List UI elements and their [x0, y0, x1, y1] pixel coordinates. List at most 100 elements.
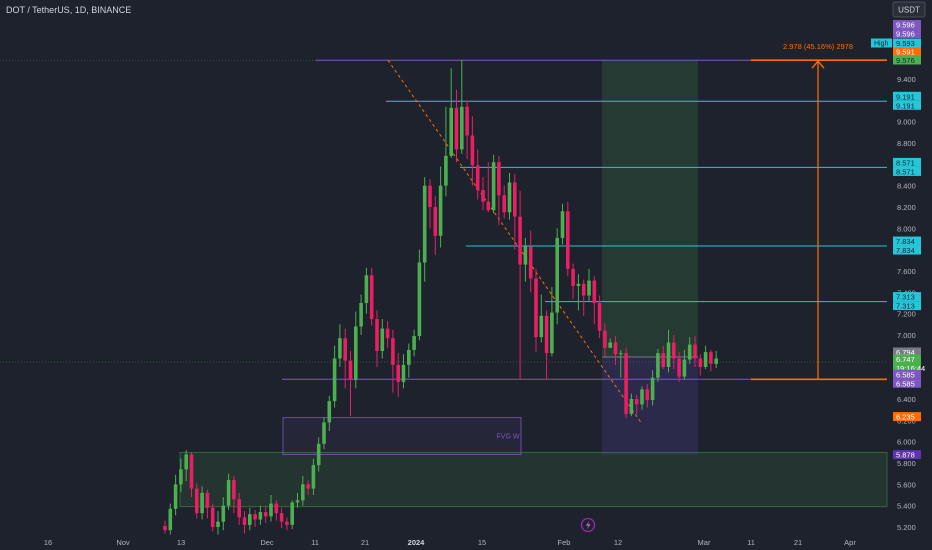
candle-body [173, 484, 178, 509]
candle-body [311, 465, 316, 489]
candle [184, 450, 188, 482]
candle [449, 68, 453, 158]
level-label-text: 7.834 [896, 237, 915, 246]
candle-body [263, 512, 268, 517]
candle [608, 338, 612, 348]
level-label-bg [893, 292, 921, 302]
candle [597, 295, 602, 339]
candle [279, 507, 284, 529]
candle [179, 458, 183, 492]
label-top-1-text: 9.596 [896, 21, 915, 30]
candle [576, 274, 581, 311]
candle-body [666, 342, 671, 368]
time-axis[interactable]: 16 Nov 13 Dec 11 21 2024 15 Feb 12 Mar 11 21 Apr [44, 538, 857, 547]
annotations-layer: 2.978 (45.16%) 2978 [751, 42, 887, 381]
candle [242, 511, 247, 534]
candle-body [645, 389, 650, 401]
candle-body [401, 364, 406, 382]
countdown-label: 19:16:44 [893, 363, 925, 373]
candle [438, 166, 443, 248]
candle-body [412, 336, 416, 350]
demand-zone [179, 451, 888, 508]
candle-body [502, 195, 506, 213]
candle [332, 345, 337, 408]
currency-button[interactable]: USDT [892, 1, 926, 18]
candle-body [634, 399, 639, 405]
currency-button-label: USDT [898, 6, 920, 15]
candle [412, 329, 416, 357]
demand-label: 5.878 [893, 450, 921, 460]
candle-body [587, 280, 591, 296]
time-tick: Mar [698, 538, 711, 547]
level-label-text: 7.834 [896, 246, 915, 255]
candle [422, 177, 427, 282]
candle-body [301, 484, 305, 501]
price-tick: 7.000 [897, 331, 916, 340]
level-label-text: 9.191 [896, 92, 915, 101]
level-label-text: 7.313 [896, 302, 915, 311]
candle-body [354, 326, 358, 380]
candle-body [407, 349, 411, 365]
candle [470, 116, 475, 186]
candle [507, 172, 512, 220]
level-label-bg [893, 91, 921, 101]
candle-body [619, 353, 623, 355]
label-top-1: 9.596 [893, 20, 921, 30]
level-label: 8.571 [893, 157, 921, 167]
candle [513, 173, 517, 250]
candle [221, 497, 226, 531]
level-label: 7.834 [893, 245, 921, 255]
candle [301, 475, 305, 506]
candles-layer [163, 59, 718, 535]
level-label-bg [893, 100, 921, 110]
candle [407, 343, 411, 378]
lightning-icon[interactable] [580, 517, 596, 533]
candle-body [682, 359, 687, 377]
candle [274, 500, 279, 521]
candle-body [290, 502, 294, 525]
candle [650, 370, 655, 406]
price-tick: 6.400 [897, 395, 916, 404]
candle [375, 310, 379, 368]
price-tick: 7.600 [897, 267, 916, 276]
candle [666, 329, 671, 373]
candle-body [226, 480, 231, 506]
candle-body [491, 162, 496, 211]
candle-body [581, 283, 586, 296]
candle [327, 395, 332, 432]
candle [311, 458, 316, 496]
candle [385, 321, 390, 348]
countdown-label-text: 19:16:44 [896, 364, 925, 373]
fvg-price-label: 6.235 [893, 412, 921, 422]
level-label-bg [893, 166, 921, 176]
candle [555, 228, 559, 325]
price-axis[interactable]: 9.4009.0008.8008.6008.4008.2008.0007.800… [871, 20, 925, 532]
time-tick: Apr [844, 538, 856, 547]
candle [364, 267, 369, 314]
candle-body [613, 342, 618, 355]
price-tick: 9.400 [897, 75, 916, 84]
candle [369, 267, 374, 326]
candle [587, 268, 591, 301]
candle-body [597, 303, 602, 331]
candle-body [507, 182, 512, 213]
time-tick: 11 [311, 538, 319, 547]
candle [677, 352, 681, 382]
candle-body [242, 517, 247, 525]
fvg-price-label-text: 6.235 [896, 413, 915, 422]
candle-body [433, 207, 438, 236]
time-tick: 11 [747, 538, 755, 547]
support-label-text: 6.585 [896, 370, 915, 379]
support-label: 6.585 [893, 378, 921, 388]
support-label-text: 6.585 [896, 379, 915, 388]
price-tick: 8.000 [897, 224, 916, 233]
candle [396, 353, 400, 397]
candle [656, 348, 660, 382]
candle [306, 480, 310, 496]
candle [629, 393, 634, 417]
candle-body [656, 353, 660, 378]
candle-body [534, 278, 538, 338]
candle-body [285, 521, 289, 525]
candle-body [237, 499, 241, 518]
